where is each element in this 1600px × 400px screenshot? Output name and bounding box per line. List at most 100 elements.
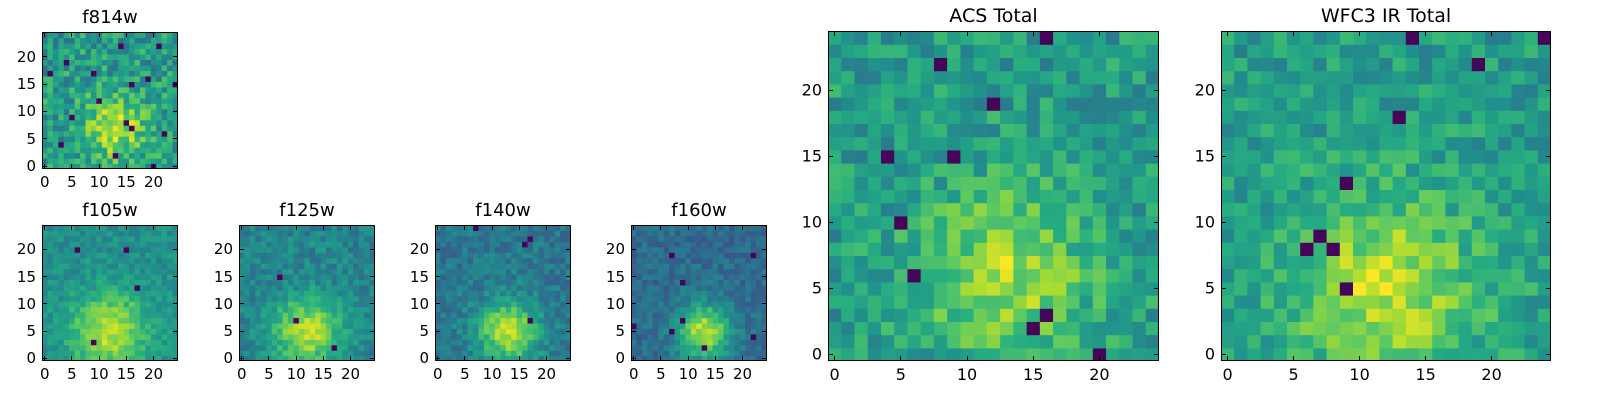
heatmap-cell <box>960 255 975 270</box>
heatmap-cell <box>156 252 163 259</box>
heatmap-cell <box>96 103 103 110</box>
heatmap-cell <box>565 333 571 340</box>
heatmap-cell <box>1079 57 1094 72</box>
x-tick-mark <box>900 31 902 36</box>
heatmap-cell <box>139 114 146 121</box>
heatmap-cell <box>734 290 741 297</box>
heatmap-cell <box>42 75 49 82</box>
heatmap-cell <box>658 317 665 324</box>
heatmap-cell <box>663 246 670 253</box>
heatmap-cell <box>118 295 125 302</box>
heatmap-cell <box>347 317 354 324</box>
heatmap-cell <box>52 42 59 50</box>
heatmap-cell <box>69 257 76 264</box>
heatmap-cell <box>532 355 539 361</box>
heatmap-cell <box>139 295 146 302</box>
heatmap-cell <box>483 290 490 297</box>
heatmap-cell <box>1287 255 1301 270</box>
heatmap-cell <box>636 279 643 286</box>
heatmap-cell <box>696 295 703 302</box>
heatmap-cell <box>894 31 909 45</box>
heatmap-cell <box>701 230 708 237</box>
heatmap-cell <box>867 189 882 204</box>
heatmap-cell <box>543 279 550 286</box>
heatmap-cell <box>500 273 507 280</box>
heatmap-cell <box>1300 83 1314 98</box>
heatmap-cell <box>1026 347 1041 361</box>
heatmap-cell <box>894 70 909 85</box>
heatmap-cell <box>841 44 856 58</box>
heatmap-cell <box>451 230 458 237</box>
heatmap-cell <box>266 273 273 280</box>
heatmap-cell <box>358 350 365 357</box>
heatmap-cell <box>1221 110 1235 124</box>
heatmap-cell <box>167 163 174 169</box>
heatmap-cell <box>293 263 300 270</box>
heatmap-cell <box>47 163 54 169</box>
heatmap-cell <box>1511 44 1526 58</box>
heatmap-cell <box>1106 242 1120 256</box>
heatmap-cell <box>522 284 529 291</box>
heatmap-cell <box>255 268 262 275</box>
heatmap-cell <box>107 317 114 324</box>
heatmap-cell <box>505 263 512 270</box>
heatmap-cell <box>69 301 76 308</box>
heatmap-cell <box>1066 44 1081 58</box>
heatmap-cell <box>1405 44 1420 58</box>
heatmap-cell <box>74 125 81 132</box>
heatmap-cell <box>1106 176 1120 190</box>
heatmap-cell <box>880 308 895 322</box>
heatmap-cell <box>1287 83 1301 98</box>
heatmap-cell <box>685 279 692 286</box>
heatmap-cell <box>320 350 327 357</box>
heatmap-cell <box>63 147 70 154</box>
heatmap-cell <box>500 257 507 264</box>
heatmap-cell <box>907 268 922 283</box>
heatmap-cell <box>74 163 81 169</box>
heatmap-cell <box>1221 295 1235 309</box>
heatmap-cell <box>483 317 490 324</box>
heatmap-cell <box>907 229 922 243</box>
x-tick-mark <box>834 31 836 36</box>
heatmap-cell <box>331 306 338 313</box>
heatmap-f105w <box>42 225 178 361</box>
heatmap-cell <box>101 333 108 340</box>
heatmap-cell <box>718 252 725 259</box>
heatmap-cell <box>145 306 152 313</box>
heatmap-cell <box>1066 308 1081 322</box>
heatmap-cell <box>1379 31 1394 45</box>
heatmap-cell <box>560 230 567 237</box>
heatmap-cell <box>707 290 714 297</box>
heatmap-cell <box>986 321 1001 336</box>
heatmap-cell <box>1287 149 1301 164</box>
heatmap-cell <box>58 284 65 291</box>
heatmap-cell <box>1300 97 1314 111</box>
heatmap-cell <box>167 70 174 77</box>
heatmap-cell <box>1366 44 1380 58</box>
heatmap-cell <box>1079 70 1094 85</box>
heatmap-cell <box>1013 202 1028 217</box>
heatmap-cell <box>435 333 442 340</box>
heatmap-cell <box>255 225 262 232</box>
heatmap-cell <box>636 257 643 264</box>
heatmap-cell <box>549 257 556 264</box>
heatmap-cell <box>167 355 174 361</box>
heatmap-cell <box>42 268 49 275</box>
heatmap-cell <box>74 152 81 159</box>
heatmap-cell <box>63 152 70 159</box>
heatmap-cell <box>161 301 168 308</box>
heatmap-cell <box>139 70 146 77</box>
heatmap-cell <box>47 32 54 39</box>
heatmap-cell <box>907 295 922 309</box>
heatmap-cell <box>907 308 922 322</box>
heatmap-cell <box>652 273 659 280</box>
heatmap-cell <box>320 306 327 313</box>
heatmap-cell <box>745 246 752 253</box>
heatmap-cell <box>118 312 125 319</box>
heatmap-cell <box>658 295 665 302</box>
heatmap-cell <box>538 312 545 319</box>
x-tick-mark <box>71 356 73 361</box>
heatmap-cell <box>456 279 463 286</box>
heatmap-cell <box>326 301 333 308</box>
heatmap-cell <box>1392 189 1407 204</box>
